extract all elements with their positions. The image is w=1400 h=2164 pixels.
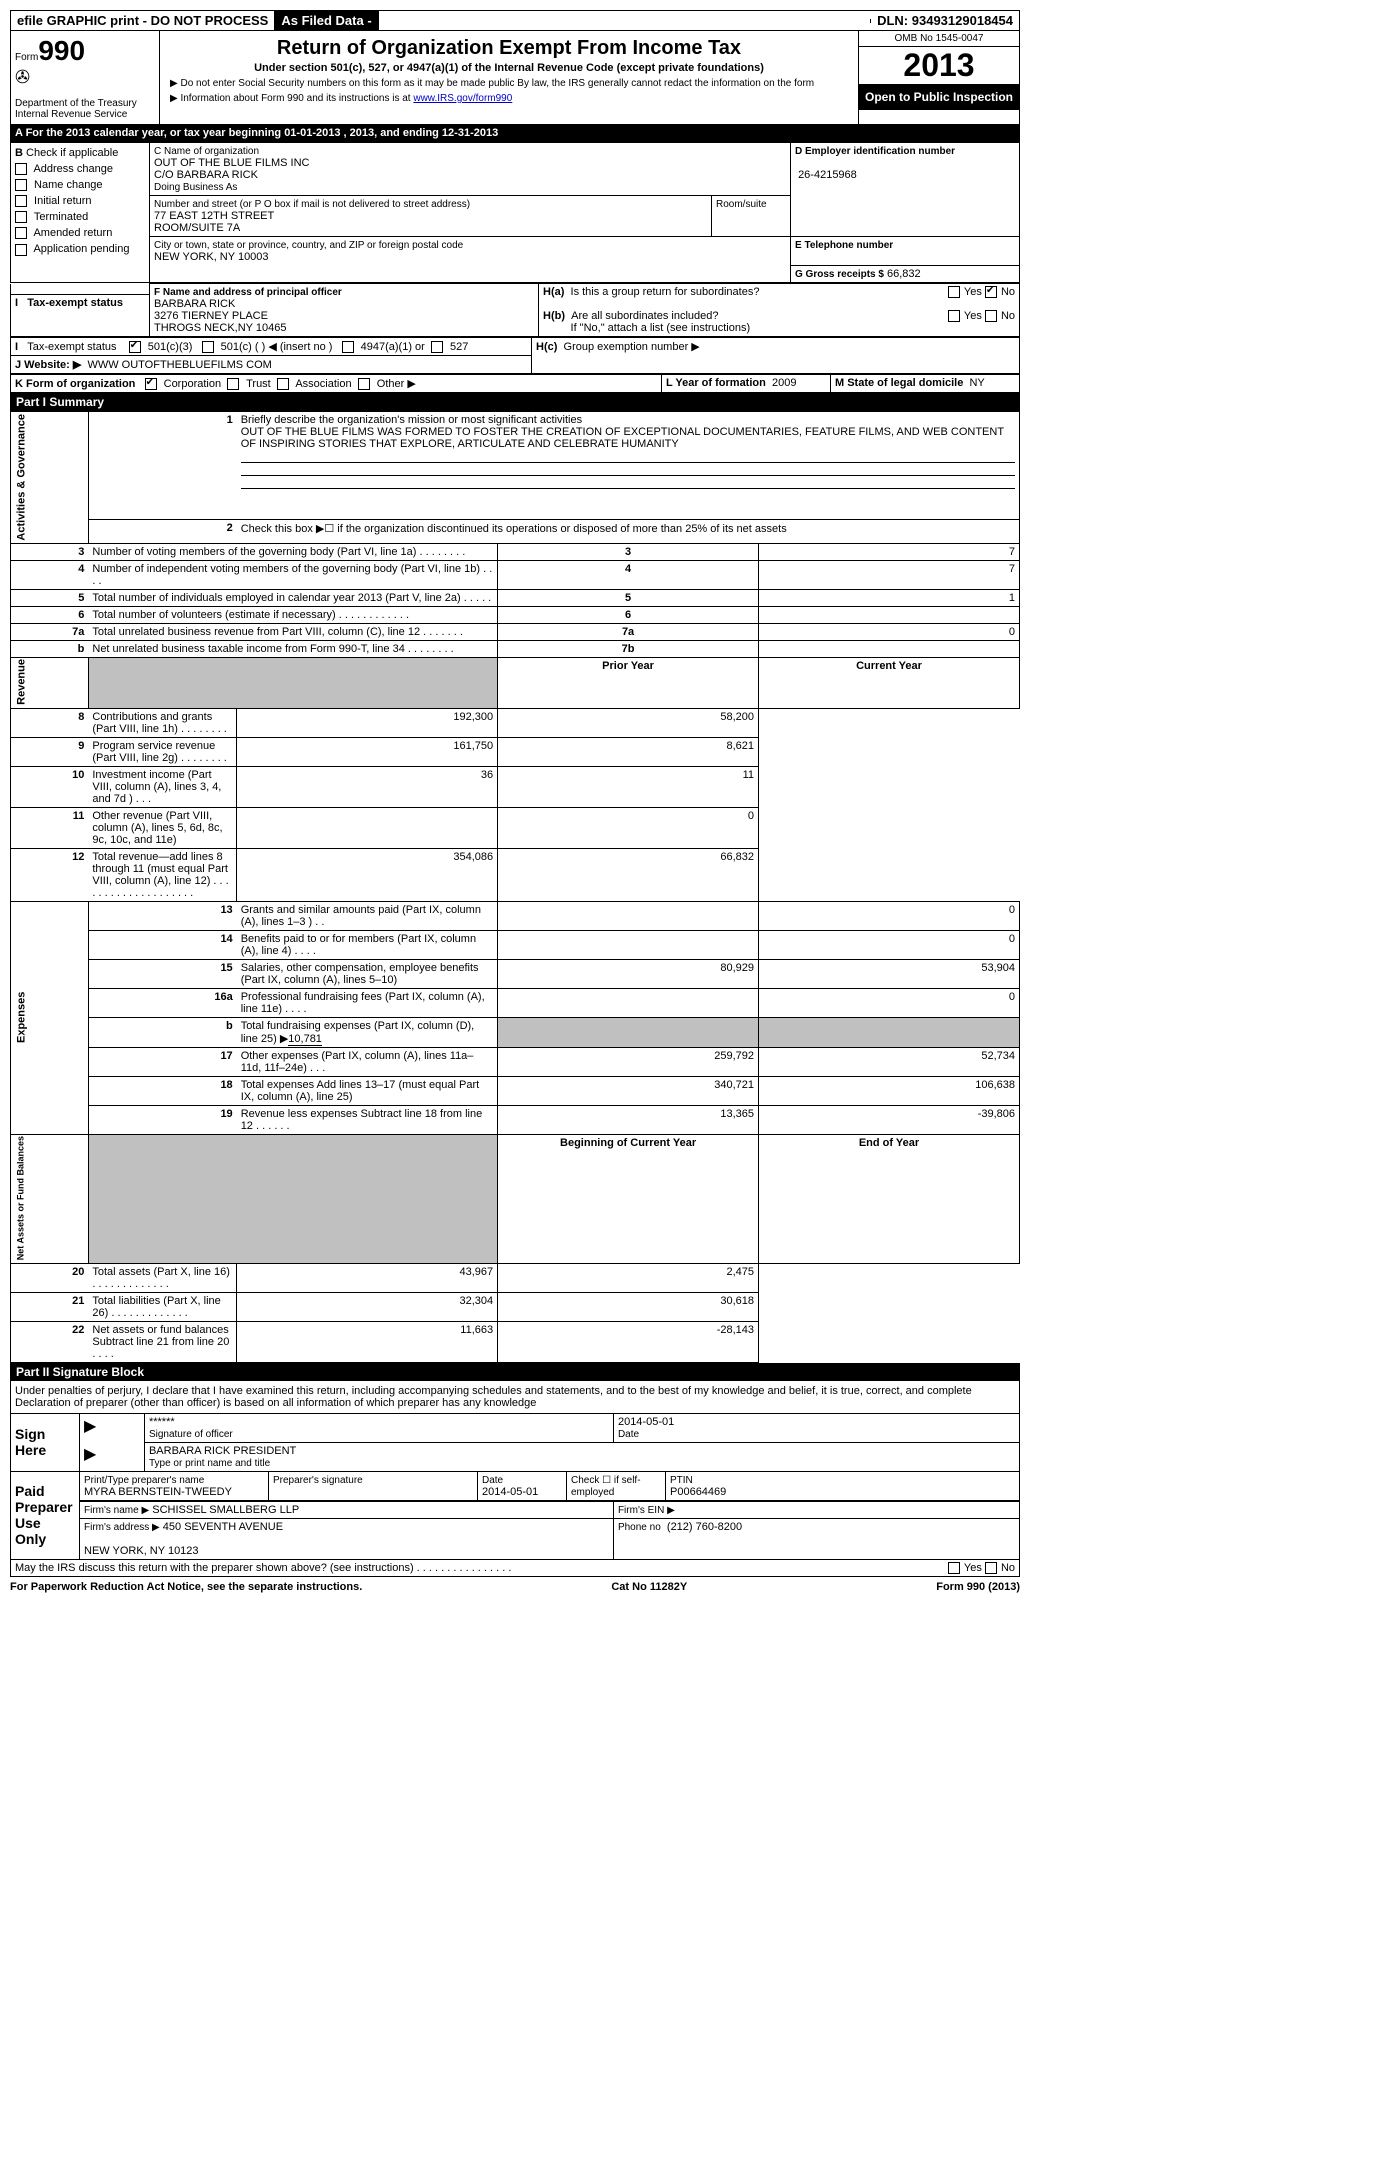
part1-header: Part I Summary [10, 393, 1020, 411]
signature-table: Sign Here ▶ ****** Signature of officer … [10, 1413, 1020, 1577]
perjury-declaration: Under penalties of perjury, I declare th… [10, 1381, 1020, 1413]
section-e: E Telephone number [791, 237, 1020, 266]
hb-yes-checkbox[interactable] [948, 310, 960, 322]
omb-number: OMB No 1545-0047 [859, 31, 1019, 47]
tax-exempt-row: I Tax-exempt status 501(c)(3) 501(c) ( )… [10, 337, 1020, 374]
rev-row: 10Investment income (Part VIII, column (… [11, 766, 1020, 807]
rev-row: 11Other revenue (Part VIII, column (A), … [11, 807, 1020, 848]
line-j: J Website: ▶ WWW OUTOFTHEBLUEFILMS COM [11, 356, 532, 374]
dept-label: Department of the Treasury Internal Reve… [15, 98, 155, 120]
rev-row: 9Program service revenue (Part VIII, lin… [11, 737, 1020, 766]
part2-header: Part II Signature Block [10, 1363, 1020, 1381]
na-label: Net Assets or Fund Balances [11, 1134, 89, 1263]
part1-table: Activities & Governance 1 Briefly descri… [10, 411, 1020, 1363]
line-k-row: K Form of organization Corporation Trust… [10, 374, 1020, 393]
form-subtitle: Under section 501(c), 527, or 4947(a)(1)… [170, 62, 848, 74]
efile-label: efile GRAPHIC print - DO NOT PROCESS [11, 11, 275, 30]
section-b-item: Initial return [15, 195, 145, 207]
page-footer: For Paperwork Reduction Act Notice, see … [10, 1581, 1020, 1593]
hb-no-checkbox[interactable] [985, 310, 997, 322]
section-b-item: Application pending [15, 243, 145, 255]
section-b-item: Amended return [15, 227, 145, 239]
section-b-item: Address change [15, 163, 145, 175]
section-d: D Employer identification number 26-4215… [791, 143, 1020, 237]
ha-yes-checkbox[interactable] [948, 286, 960, 298]
exp-row: 18Total expenses Add lines 13–17 (must e… [11, 1076, 1020, 1105]
section-b-item: Name change [15, 179, 145, 191]
na-row: 20Total assets (Part X, line 16) . . . .… [11, 1263, 1020, 1292]
tax-year: 2013 [859, 47, 1019, 84]
ag-row: 4Number of independent voting members of… [11, 560, 1020, 589]
form-header: Form990 ✇ Department of the Treasury Int… [10, 31, 1020, 124]
ag-row: 6Total number of volunteers (estimate if… [11, 606, 1020, 623]
form-title: Return of Organization Exempt From Incom… [170, 37, 848, 60]
section-c-street: Number and street (or P O box if mail is… [150, 196, 712, 237]
exp-row: 19Revenue less expenses Subtract line 18… [11, 1105, 1020, 1134]
exp-row: bTotal fundraising expenses (Part IX, co… [11, 1017, 1020, 1047]
rev-row: 8Contributions and grants (Part VIII, li… [11, 708, 1020, 737]
na-row: 22Net assets or fund balances Subtract l… [11, 1321, 1020, 1362]
form-id-block: Form990 ✇ Department of the Treasury Int… [11, 31, 160, 124]
form-title-block: Return of Organization Exempt From Incom… [160, 31, 858, 124]
ag-row: 3Number of voting members of the governi… [11, 543, 1020, 560]
officer-group-table: F Name and address of principal officer … [10, 283, 1020, 337]
paid-preparer-label: Paid Preparer Use Only [11, 1471, 80, 1559]
rev-row: 12Total revenue—add lines 8 through 11 (… [11, 848, 1020, 901]
na-row: 21Total liabilities (Part X, line 26) . … [11, 1292, 1020, 1321]
section-hc: H(c) Group exemption number ▶ [532, 338, 1020, 374]
topbar-spacer [379, 19, 871, 23]
exp-row: 15Salaries, other compensation, employee… [11, 959, 1020, 988]
section-g: G Gross receipts $ 66,832 [791, 266, 1020, 283]
sign-here-label: Sign Here [11, 1413, 80, 1471]
ha-no-checkbox[interactable] [985, 286, 997, 298]
exp-row: Expenses13Grants and similar amounts pai… [11, 901, 1020, 930]
open-inspection: Open to Public Inspection [859, 84, 1019, 110]
section-h: H(a) Is this a group return for subordin… [539, 284, 1020, 337]
section-c-city: City or town, state or province, country… [150, 237, 791, 283]
line-i: I Tax-exempt status [11, 295, 150, 337]
501c3-checkbox[interactable] [129, 341, 141, 353]
entity-info-table: B Check if applicable Address change Nam… [10, 142, 1020, 283]
dln: DLN: 93493129018454 [871, 11, 1019, 30]
exp-row: 14Benefits paid to or for members (Part … [11, 930, 1020, 959]
discuss-no-checkbox[interactable] [985, 1562, 997, 1574]
asfiled-label: As Filed Data - [275, 11, 378, 30]
ag-row: bNet unrelated business taxable income f… [11, 640, 1020, 657]
irs-link[interactable]: www.IRS.gov/form990 [413, 93, 512, 104]
section-b-item: Terminated [15, 211, 145, 223]
ag-row: 7aTotal unrelated business revenue from … [11, 623, 1020, 640]
exp-row: 17Other expenses (Part IX, column (A), l… [11, 1047, 1020, 1076]
discuss-yes-checkbox[interactable] [948, 1562, 960, 1574]
ag-row: 5Total number of individuals employed in… [11, 589, 1020, 606]
section-b: B Check if applicable Address change Nam… [11, 143, 150, 283]
rev-label: Revenue [11, 657, 89, 708]
section-c-name: C Name of organization OUT OF THE BLUE F… [150, 143, 791, 196]
form-year-block: OMB No 1545-0047 2013 Open to Public Ins… [858, 31, 1019, 124]
section-f: F Name and address of principal officer … [150, 284, 539, 337]
exp-row: 16aProfessional fundraising fees (Part I… [11, 988, 1020, 1017]
topbar: efile GRAPHIC print - DO NOT PROCESS As … [10, 10, 1020, 31]
ag-label: Activities & Governance [11, 412, 89, 544]
room-suite: Room/suite [712, 196, 791, 237]
line-a: A For the 2013 calendar year, or tax yea… [10, 124, 1020, 142]
